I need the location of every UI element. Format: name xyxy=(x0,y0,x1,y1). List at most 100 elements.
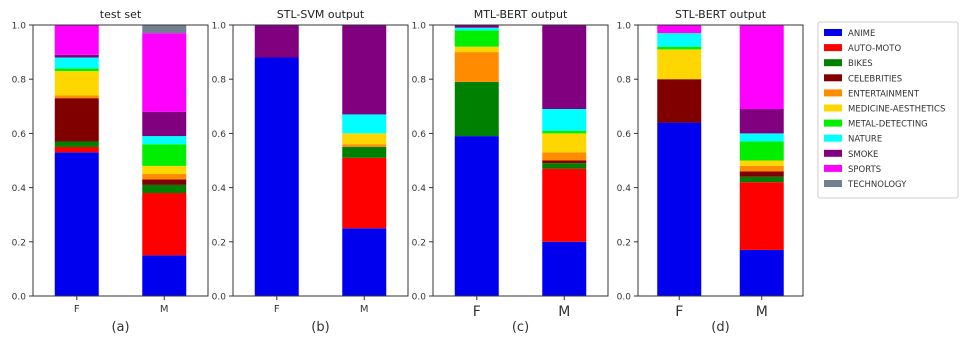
bar-segment-anime-m xyxy=(542,241,587,296)
y-tick-label: 1.0 xyxy=(212,22,227,32)
legend-label-bikes: BIKES xyxy=(848,59,873,69)
y-tick-label: 0.0 xyxy=(12,293,27,303)
bar-segment-anime-f xyxy=(54,152,99,296)
y-tick-label: 1.0 xyxy=(412,22,427,32)
y-tick-label: 0.2 xyxy=(212,238,226,248)
bar-segment-sports-m xyxy=(142,33,187,112)
panel-caption: (a) xyxy=(111,320,129,335)
legend-label-auto-moto: AUTO-MOTO xyxy=(848,44,901,54)
bar-segment-medicine-aesthetics-m xyxy=(342,133,387,145)
legend-label-sports: SPORTS xyxy=(848,165,881,175)
bar-segment-entertainment-m xyxy=(342,144,387,147)
legend-swatch-anime xyxy=(824,29,842,36)
bar-segment-auto-moto-f xyxy=(54,146,99,153)
plot-frame xyxy=(637,24,804,297)
y-tick-label: 0.2 xyxy=(412,238,426,248)
legend-label-smoke: SMOKE xyxy=(848,150,878,160)
bar-segment-smoke-f xyxy=(254,25,299,58)
legend: ANIME AUTO-MOTO BIKES CELEBRITIES ENTERTAINM… xyxy=(817,21,959,199)
bar-segment-anime-m xyxy=(342,228,387,296)
bar-segment-celebrities-m xyxy=(542,160,587,164)
y-tick-label: 0.2 xyxy=(617,238,631,248)
bar-segment-technology-m xyxy=(142,25,187,34)
bar-segment-bikes-m xyxy=(142,184,187,194)
bar-segment-bikes-m xyxy=(542,163,587,169)
y-tick-label: 0.2 xyxy=(12,238,26,248)
y-tick-label: 0.6 xyxy=(617,130,632,140)
chart-title: STL-BERT output xyxy=(675,8,767,21)
y-tick-label: 0.8 xyxy=(412,76,427,86)
bar-segment-bikes-f xyxy=(454,81,499,137)
bar-segment-smoke-m xyxy=(542,25,587,110)
bar-segment-anime-f xyxy=(657,122,702,296)
legend-swatch-auto-moto xyxy=(824,44,842,52)
bar-segment-nature-m xyxy=(142,136,187,145)
plot-frame xyxy=(232,24,409,297)
bar-segment-entertainment-m xyxy=(142,174,187,180)
bar-segment-entertainment-f xyxy=(54,95,99,99)
y-tick-label: 0.8 xyxy=(212,76,227,86)
x-tick-label: M xyxy=(360,304,369,315)
bar-segment-smoke-m xyxy=(739,109,784,134)
legend-swatch-entertainment xyxy=(824,89,842,97)
y-tick-label: 0.4 xyxy=(12,184,27,194)
y-tick-label: 0.4 xyxy=(212,184,227,194)
bar-segment-metal-detecting-m xyxy=(739,141,784,161)
bar-segment-celebrities-f xyxy=(54,98,99,142)
x-tick-label: F xyxy=(675,304,683,320)
chart-panel-4: 0.0 0.2 0.4 0.6 0.8 1.0 F M STL-BERT output (d) xyxy=(617,8,804,335)
bar-segment-bikes-m xyxy=(739,176,784,183)
legend-swatch-sports xyxy=(824,164,842,172)
panel-caption: (c) xyxy=(512,320,529,335)
bar-segment-anime-f xyxy=(454,136,499,296)
legend-swatch-metal-detecting xyxy=(824,119,842,127)
chart-title: MTL-BERT output xyxy=(474,8,568,21)
bar-segment-anime-f xyxy=(254,57,299,296)
legend-label-anime: ANIME xyxy=(848,29,875,39)
y-tick-label: 0.0 xyxy=(212,293,227,303)
bar-segment-metal-detecting-f xyxy=(54,68,99,72)
y-tick-label: 0.6 xyxy=(412,130,427,140)
bar-segment-smoke-m xyxy=(342,25,387,115)
bar-segment-nature-m xyxy=(542,109,587,131)
legend-swatch-bikes xyxy=(824,59,842,67)
bar-segment-entertainment-m xyxy=(542,152,587,161)
bar-segment-smoke-m xyxy=(142,111,187,137)
bar-segment-nature-f xyxy=(657,33,702,47)
bar-segment-medicine-aesthetics-f xyxy=(657,49,702,80)
chart-panel-2: 0.0 0.2 0.4 0.6 0.8 1.0 F M STL-SVM output (b) xyxy=(212,8,409,335)
bar-segment-auto-moto-m xyxy=(342,157,387,229)
bar-segment-medicine-aesthetics-m xyxy=(542,133,587,153)
chart-title: STL-SVM output xyxy=(277,8,365,21)
y-tick-label: 0.0 xyxy=(617,293,632,303)
bar-segment-metal-detecting-f xyxy=(454,30,499,47)
bar-segment-smoke-f xyxy=(54,54,99,58)
x-tick-label: M xyxy=(160,304,169,315)
legend-swatch-technology xyxy=(824,180,842,187)
bar-segment-entertainment-m xyxy=(739,165,784,172)
bar-segment-smoke-f xyxy=(454,25,499,28)
bar-segment-celebrities-m xyxy=(739,171,784,177)
legend-swatch-celebrities xyxy=(824,74,842,82)
y-tick-label: 0.6 xyxy=(212,130,227,140)
legend-label-nature: NATURE xyxy=(848,135,882,145)
bar-segment-sports-f xyxy=(657,25,702,34)
legend-label-metal-detecting: METAL-DETECTING xyxy=(848,120,928,130)
bar-segment-auto-moto-m xyxy=(142,193,187,256)
legend-frame xyxy=(817,21,959,199)
y-tick-label: 0.4 xyxy=(617,184,632,194)
plot-frame xyxy=(32,24,209,297)
legend-label-celebrities: CELEBRITIES xyxy=(848,74,902,84)
legend-label-entertainment: ENTERTAINMENT xyxy=(848,89,920,99)
x-tick-label: F xyxy=(274,304,280,315)
y-tick-label: 0.6 xyxy=(12,130,27,140)
bar-segment-entertainment-f xyxy=(454,52,499,82)
panel-caption: (d) xyxy=(711,320,729,335)
x-tick-label: M xyxy=(756,304,768,320)
bar-segment-nature-m xyxy=(342,114,387,134)
y-tick-label: 0.8 xyxy=(617,76,632,86)
bar-segment-bikes-m xyxy=(342,146,387,158)
